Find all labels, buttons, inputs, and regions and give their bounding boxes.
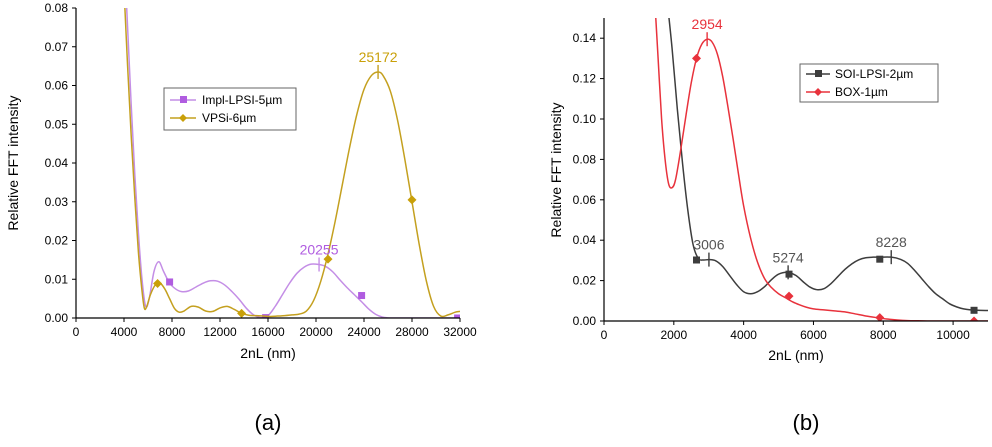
y-tick-label: 0.00 xyxy=(573,314,597,328)
data-point xyxy=(693,256,701,264)
y-tick-label: 0.08 xyxy=(573,152,597,166)
panel-a-chart: 0 4000 8000 12000 16000 20000 24000 28000 32000 0… xyxy=(5,1,477,435)
x-tick-label: 24000 xyxy=(347,325,381,339)
x-tick-label: 12000 xyxy=(203,325,237,339)
x-tick-label: 2000 xyxy=(660,328,687,342)
series-line xyxy=(668,18,988,312)
peak-label: 20255 xyxy=(300,242,339,258)
x-tick-label: 4000 xyxy=(111,325,138,339)
data-point xyxy=(876,255,884,263)
data-point xyxy=(969,316,979,321)
x-axis-title: 2nL (nm) xyxy=(240,345,296,361)
y-tick-label: 0.01 xyxy=(45,272,69,286)
data-point xyxy=(454,314,460,318)
data-point xyxy=(407,195,417,205)
peak-label: 8228 xyxy=(876,234,907,250)
data-point xyxy=(153,279,163,289)
y-tick-label: 0.04 xyxy=(45,156,69,170)
x-tick-label: 8000 xyxy=(159,325,186,339)
y-tick-label: 0.06 xyxy=(45,79,69,93)
x-tick-label: 8000 xyxy=(870,328,897,342)
x-tick-label: 20000 xyxy=(299,325,333,339)
data-point xyxy=(784,291,794,301)
legend-entry: Impl-LPSI-5µm xyxy=(202,93,282,107)
y-tick-label: 0.03 xyxy=(45,195,69,209)
y-tick-label: 0.02 xyxy=(573,274,597,288)
x-axis-title: 2nL (nm) xyxy=(768,347,824,363)
x-tick-label: 28000 xyxy=(395,325,429,339)
panel-b-chart: 0 2000 4000 6000 8000 10000 0.00 0.02 0.04 0.06 0.… xyxy=(548,16,988,435)
panel-a-legend: Impl-LPSI-5µm VPSi-6µm xyxy=(163,87,297,131)
legend-box xyxy=(163,87,297,131)
data-point xyxy=(875,313,885,321)
series-line xyxy=(124,8,460,318)
data-point xyxy=(970,306,978,314)
x-tick-label: 0 xyxy=(73,325,80,339)
legend-entry: BOX-1µm xyxy=(835,85,888,99)
series-line xyxy=(125,8,460,318)
data-point xyxy=(692,53,702,63)
y-tick-label: 0.14 xyxy=(573,31,597,45)
legend-box xyxy=(799,63,939,103)
y-tick-label: 0.06 xyxy=(573,193,597,207)
data-point xyxy=(237,308,247,318)
legend-entry: SOI-LPSI-2µm xyxy=(835,67,913,81)
x-tick-label: 16000 xyxy=(251,325,285,339)
y-tick-label: 0.02 xyxy=(45,234,69,248)
x-tick-label: 32000 xyxy=(443,325,477,339)
panel-label-b: (b) xyxy=(793,410,820,435)
legend-entry: VPSi-6µm xyxy=(202,111,256,125)
y-tick-label: 0.10 xyxy=(573,112,597,126)
data-point xyxy=(358,292,366,300)
y-tick-label: 0.07 xyxy=(45,40,69,54)
data-point xyxy=(166,278,174,286)
y-tick-label: 0.05 xyxy=(45,117,69,131)
x-tick-label: 6000 xyxy=(800,328,827,342)
panel-b-legend: SOI-LPSI-2µm BOX-1µm xyxy=(799,63,939,103)
peak-label: 2954 xyxy=(692,16,723,32)
y-tick-label: 0.08 xyxy=(45,1,69,15)
y-tick-label: 0.04 xyxy=(573,233,597,247)
panel-label-a: (a) xyxy=(255,410,282,435)
y-tick-label: 0.00 xyxy=(45,311,69,325)
data-point xyxy=(323,254,333,264)
x-tick-label: 10000 xyxy=(936,328,970,342)
y-tick-label: 0.12 xyxy=(573,72,597,86)
peak-label: 3006 xyxy=(693,237,724,253)
x-tick-label: 0 xyxy=(601,328,608,342)
series-line xyxy=(655,18,988,321)
peak-label: 5274 xyxy=(773,249,804,265)
peak-label: 25172 xyxy=(359,49,398,65)
y-axis-title: Relative FFT intensity xyxy=(548,102,564,237)
x-tick-label: 4000 xyxy=(730,328,757,342)
y-axis-title: Relative FFT intensity xyxy=(5,95,21,230)
data-point xyxy=(785,270,793,278)
